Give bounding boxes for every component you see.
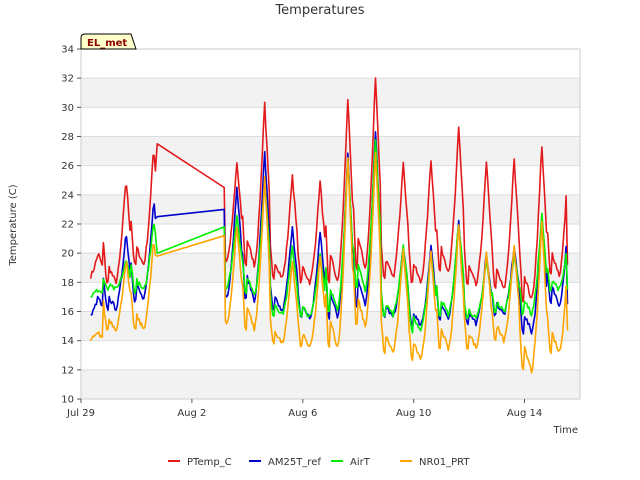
x-tick-label: Aug 2 <box>177 408 206 419</box>
grid-band <box>81 136 580 166</box>
chart-title: Temperatures <box>274 3 364 18</box>
y-tick-label: 10 <box>61 395 74 406</box>
site-badge: EL_met <box>80 33 137 50</box>
grid-band <box>81 78 580 108</box>
y-tick-label: 14 <box>61 336 74 347</box>
y-tick-label: 32 <box>61 74 74 85</box>
series-layer <box>89 77 569 374</box>
legend-item: AM25T_ref <box>249 457 321 468</box>
grid-band <box>81 369 580 399</box>
x-tick-label: Aug 14 <box>507 408 542 419</box>
legend-label: AirT <box>350 457 371 468</box>
y-tick-label: 30 <box>61 103 74 114</box>
site-badge-label: EL_met <box>87 38 127 49</box>
y-axis-title: Temperature (C) <box>8 184 19 266</box>
legend-label: PTemp_C <box>187 457 232 468</box>
y-tick-label: 34 <box>61 45 74 56</box>
y-tick-label: 18 <box>61 278 74 289</box>
x-axis-title: Time <box>553 425 578 436</box>
legend-label: NR01_PRT <box>419 457 470 468</box>
legend-item: NR01_PRT <box>400 457 470 468</box>
y-tick-label: 12 <box>61 365 74 376</box>
legend-item: AirT <box>331 457 371 468</box>
y-tick-label: 26 <box>61 161 74 172</box>
y-tick-label: 28 <box>61 132 74 143</box>
x-tick-label: Jul 29 <box>66 408 95 419</box>
y-tick-label: 24 <box>61 190 74 201</box>
grid-band <box>81 194 580 224</box>
x-axis: Jul 29 Aug 2 Aug 6 Aug 10 Aug 14 <box>66 399 542 419</box>
series-line-nr01-prt <box>89 151 569 374</box>
y-axis: 10 12 14 16 18 20 22 24 26 28 30 32 34 <box>61 45 81 406</box>
plot-background <box>81 48 580 400</box>
legend-item: PTemp_C <box>168 457 232 468</box>
legend: PTemp_C AM25T_ref AirT NR01_PRT <box>168 457 470 468</box>
y-tick-label: 16 <box>61 307 74 318</box>
x-tick-label: Aug 10 <box>396 408 431 419</box>
legend-label: AM25T_ref <box>268 457 321 468</box>
y-tick-label: 20 <box>61 249 74 260</box>
y-tick-label: 22 <box>61 220 74 231</box>
x-tick-label: Aug 6 <box>288 408 317 419</box>
